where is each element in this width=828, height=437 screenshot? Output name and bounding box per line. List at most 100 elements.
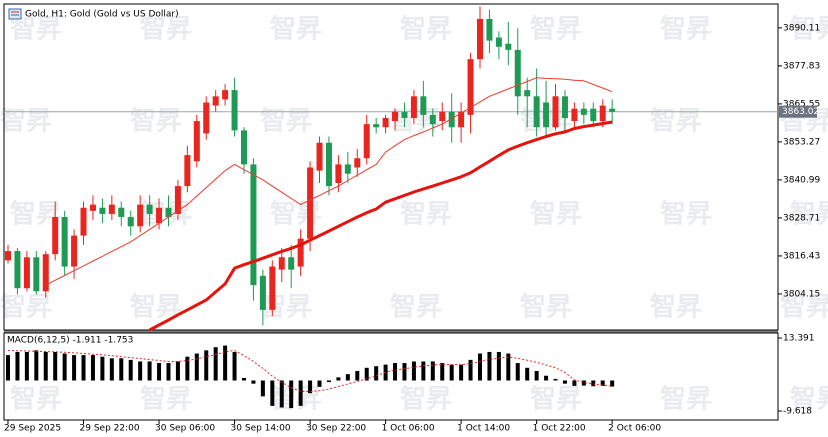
candle-body: [269, 266, 276, 310]
icon-frame: [8, 8, 22, 20]
macd-bar: [374, 366, 379, 381]
watermark: 智昇: [260, 293, 312, 323]
signal-line: [7, 349, 613, 393]
macd-bar: [525, 367, 530, 381]
macd-bar: [43, 351, 48, 381]
watermark: 智昇: [140, 385, 192, 415]
watermark: 智昇: [790, 15, 828, 45]
macd-bar: [204, 350, 209, 381]
macd-bar: [232, 351, 237, 381]
candle-body: [363, 124, 370, 159]
y-tick-label: 13.391: [783, 334, 815, 344]
candle-body: [599, 105, 606, 122]
macd-panel-frame: [3, 332, 779, 421]
watermark: 智昇: [130, 107, 182, 137]
candle-body: [222, 90, 229, 100]
macd-bar: [383, 364, 388, 381]
candle-body: [335, 164, 342, 183]
macd-bar: [506, 353, 511, 381]
macd-bar: [251, 380, 256, 384]
watermark: 智昇: [790, 200, 828, 230]
watermark: 智昇: [650, 107, 702, 137]
candle-body: [439, 111, 446, 122]
macd-bar: [81, 355, 86, 381]
macd-bar: [544, 375, 549, 381]
macd-bar: [157, 363, 162, 381]
macd-bar: [591, 380, 596, 387]
macd-bar: [515, 363, 520, 381]
candle-body: [146, 204, 153, 214]
candle-body: [325, 142, 332, 187]
candle-body: [373, 124, 380, 128]
price-panel-frame: [3, 3, 779, 331]
macd-bar: [6, 355, 10, 381]
y-tick-label: 3853.27: [783, 137, 820, 147]
macd-bar: [345, 374, 350, 381]
x-tick-label: 30 Sep 14:00: [231, 424, 291, 434]
watermark: 智昇: [780, 293, 828, 323]
macd-bar: [279, 380, 284, 408]
candle-body: [52, 217, 59, 255]
y-tick-label: 3865.55: [783, 99, 820, 109]
candle-body: [165, 207, 172, 218]
candle-body: [89, 204, 96, 211]
macd-bar: [24, 351, 29, 381]
candle-body: [467, 59, 474, 115]
watermark: 智昇: [650, 293, 702, 323]
candle-body: [514, 49, 521, 97]
candle-body: [288, 257, 295, 270]
macd-bar: [166, 363, 171, 381]
watermark: 智昇: [400, 15, 452, 45]
candle-body: [174, 186, 181, 214]
macd-bar: [581, 380, 586, 386]
watermark: 智昇: [270, 200, 322, 230]
macd-bar: [336, 377, 341, 381]
macd-bar: [242, 377, 246, 381]
y-tick-label: 3890.11: [783, 23, 820, 33]
macd-bar: [138, 361, 143, 381]
macd-bar: [34, 350, 39, 381]
indicator-title: MACD(6,12,5) -1.911 -1.753: [7, 336, 133, 346]
watermark: 智昇: [260, 107, 312, 137]
macd-bar: [72, 355, 77, 381]
macd-bar: [553, 378, 558, 381]
candle-body: [156, 207, 163, 224]
candle-body: [571, 108, 578, 122]
macd-bar: [496, 351, 501, 381]
candle-body: [137, 204, 144, 227]
candle-body: [448, 111, 455, 128]
macd-bar: [459, 364, 464, 381]
x-tick-label: 29 Sep 22:00: [80, 424, 140, 434]
macd-bar: [62, 353, 67, 381]
candle-body: [99, 207, 106, 214]
macd-bar: [128, 359, 133, 381]
y-tick-label: 3877.83: [783, 61, 820, 71]
candle-body: [316, 142, 323, 171]
macd-bar: [119, 358, 124, 381]
macd-bar: [326, 380, 331, 383]
candle-body: [80, 207, 87, 236]
candle-body: [42, 254, 49, 292]
chart-title: Gold, H1: Gold (Gold vs US Dollar): [25, 10, 179, 20]
macd-bar: [298, 380, 303, 406]
candle-body: [212, 96, 219, 106]
watermark: 智昇: [400, 385, 452, 415]
candle-body: [552, 96, 559, 128]
watermark: 智昇: [530, 200, 582, 230]
candle-body: [401, 111, 408, 118]
candle-body: [297, 238, 304, 267]
macd-bar: [449, 364, 454, 381]
macd-bar: [402, 363, 407, 381]
macd-bar: [478, 353, 482, 381]
y-tick-label: 3828.71: [783, 213, 820, 223]
watermark: 智昇: [0, 107, 52, 137]
x-tick-label: 1 Oct 06:00: [382, 424, 435, 434]
macd-bar: [411, 361, 416, 381]
candle-body: [127, 217, 134, 227]
candle-body: [524, 90, 531, 97]
macd-bar: [487, 351, 492, 381]
x-tick-label: 29 Sep 2025: [4, 424, 61, 434]
macd-bar: [223, 345, 228, 381]
macd-bar: [393, 363, 398, 381]
moving-average: [148, 120, 613, 332]
